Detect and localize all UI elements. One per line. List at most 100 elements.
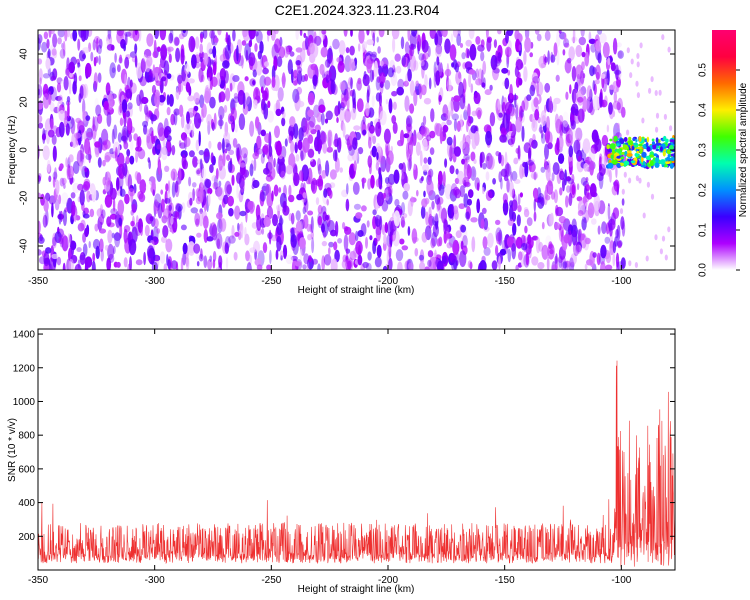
spectrogram-cell	[518, 44, 522, 51]
spectrogram-cell	[107, 243, 114, 260]
spectrogram-cell	[449, 165, 455, 175]
spectrogram-cell	[558, 216, 567, 224]
spectrogram-cell	[60, 80, 64, 95]
spectrogram-cell	[207, 187, 213, 195]
spectrogram-cell	[303, 32, 307, 39]
spectrogram-cell	[462, 235, 468, 248]
spectrogram-cell	[255, 116, 260, 129]
spectrogram-signal-cell	[645, 155, 652, 161]
spectrogram-cell	[253, 87, 261, 104]
spectrogram-cell	[467, 48, 470, 59]
spectrogram-cell	[68, 79, 72, 95]
spectrogram-cell	[558, 115, 564, 125]
spectrogram-cell	[466, 165, 472, 180]
spectrogram-cell	[401, 55, 407, 67]
y-tick-label: 200	[18, 532, 35, 543]
spectrogram-signal-cell	[637, 163, 642, 166]
spectrogram-cell	[502, 199, 509, 216]
spectrogram-cell	[587, 202, 595, 219]
spectrogram-cell	[63, 76, 69, 91]
spectrogram-cell	[166, 46, 174, 52]
spectrogram-cell	[80, 219, 86, 231]
spectrogram-cell	[116, 177, 120, 191]
spectrogram-cell	[309, 42, 315, 55]
spectrogram-cell	[526, 94, 532, 101]
spectrogram-signal-cell	[655, 142, 662, 146]
spectrogram-signal-cell	[663, 135, 667, 141]
spectrogram-cell	[473, 158, 477, 164]
spectrogram-cell	[302, 192, 307, 199]
spectrogram-cell	[71, 200, 76, 217]
spectrogram-cell	[275, 108, 282, 117]
spectrogram-cell	[382, 265, 388, 270]
spectrogram-cell	[330, 55, 334, 70]
spectrogram-cell	[457, 30, 461, 37]
spectrogram-cell	[599, 32, 607, 44]
spectrogram-cell	[421, 176, 424, 182]
spectrogram-cell	[218, 106, 225, 120]
spectrogram-cell	[264, 61, 269, 67]
spectrogram-cell	[168, 32, 174, 44]
spectrogram-cell	[103, 100, 109, 111]
spectrogram-cell	[316, 112, 323, 123]
spectrogram-cell	[350, 107, 357, 120]
spectrogram-cell	[615, 164, 618, 178]
spectrogram-cell	[495, 232, 502, 245]
spectrogram-cell	[295, 60, 302, 66]
spectrogram-cell	[110, 44, 115, 51]
spectrogram-cell	[450, 109, 454, 117]
spectrogram-cell	[38, 114, 43, 123]
spectrogram-cell	[424, 74, 428, 89]
spectrogram-cell	[432, 216, 439, 226]
spectrogram-cell	[134, 55, 138, 68]
spectrogram-cell	[263, 103, 269, 120]
spectrogram-cell	[292, 238, 299, 255]
spectrogram-cell	[262, 90, 268, 101]
spectrogram-cell	[482, 162, 487, 170]
spectrogram-cell	[156, 46, 161, 52]
spectrogram-cell	[366, 30, 370, 36]
spectrogram-cell	[458, 203, 466, 210]
spectrogram-cell	[428, 77, 432, 90]
spectrogram-cell	[524, 37, 532, 53]
spectrogram-cell	[543, 190, 548, 206]
spectrogram-cell	[78, 50, 86, 62]
spectrogram-cell	[568, 145, 574, 158]
spectrogram-cell	[303, 182, 306, 192]
spectrogram-cell	[338, 40, 346, 56]
spectrogram-cell	[477, 109, 482, 120]
spectrogram-cell	[307, 210, 314, 216]
spectrogram-cell	[166, 106, 171, 116]
spectrogram-cell	[450, 183, 458, 196]
spectrogram-cell	[323, 254, 332, 266]
spectrogram-cell	[578, 76, 582, 92]
spectrogram-cell	[84, 261, 89, 270]
spectrogram-cell	[613, 179, 620, 192]
spectrogram-cell	[160, 189, 164, 195]
spectrogram-cell	[381, 57, 389, 70]
spectrogram-cell	[531, 118, 538, 132]
spectrogram-cell	[413, 163, 416, 171]
spectrogram-cell	[202, 30, 208, 39]
spectrogram-cell	[616, 239, 623, 247]
spectrogram-cell	[310, 180, 315, 192]
spectrogram-cell	[654, 90, 658, 96]
spectrogram-cell	[38, 175, 42, 182]
spectrogram-cell	[377, 46, 381, 54]
snr-plot-area	[38, 329, 675, 570]
x-tick-label: -300	[145, 276, 165, 287]
spectrogram-cell	[252, 69, 257, 78]
spectrogram-cell	[198, 253, 204, 262]
spectrogram-cell	[497, 99, 501, 111]
spectrogram-cell	[392, 101, 397, 111]
spectrogram-cell	[370, 121, 374, 127]
spectrogram-cell	[492, 178, 496, 185]
spectrogram-cell	[271, 234, 278, 242]
spectrogram-cell	[217, 119, 224, 127]
spectrogram-cell	[128, 30, 136, 39]
spectrogram-cell	[458, 72, 462, 79]
spectrogram-cell	[271, 43, 279, 60]
spectrogram-cell	[550, 54, 556, 63]
spectrogram-cell	[655, 126, 659, 133]
spectrogram-cell	[411, 228, 418, 244]
